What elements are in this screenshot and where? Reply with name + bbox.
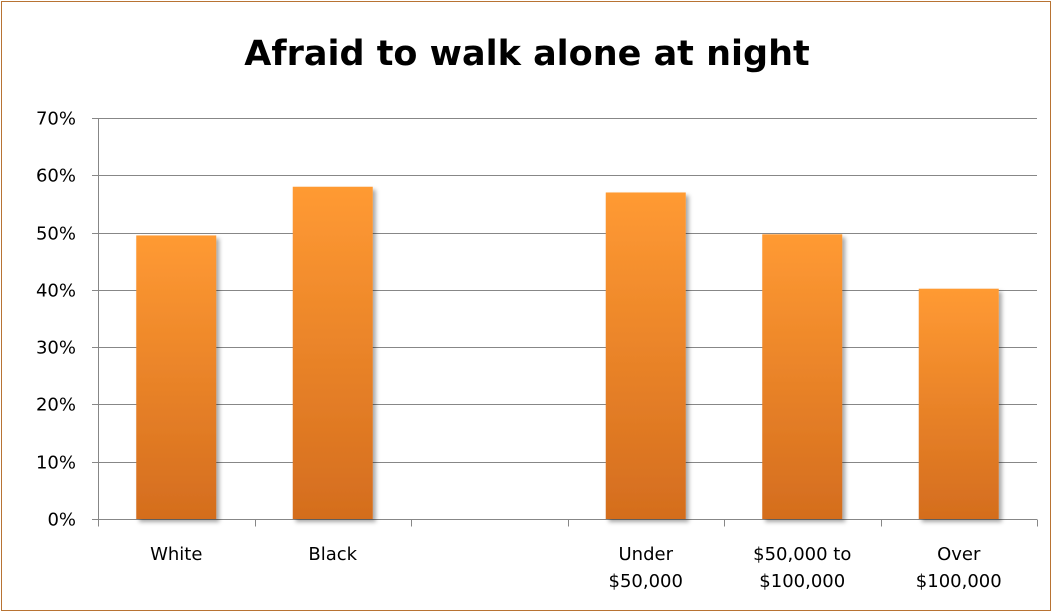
axes bbox=[92, 118, 1038, 527]
y-tick-label: 30% bbox=[36, 338, 76, 359]
x-tick-label: Over bbox=[937, 544, 981, 565]
bars bbox=[136, 186, 999, 520]
bar bbox=[136, 235, 217, 519]
y-tick-label: 0% bbox=[47, 510, 76, 531]
bar bbox=[605, 192, 686, 519]
y-tick-label: 40% bbox=[36, 281, 76, 302]
bar bbox=[292, 186, 373, 519]
bar bbox=[762, 234, 843, 520]
labels: 0% 10% 20% 30% 40% 50% 60% 70% White Black Under $5… bbox=[36, 109, 1002, 593]
x-tick-label: $100,000 bbox=[759, 571, 845, 592]
x-tick-label: White bbox=[150, 544, 202, 565]
x-tick-label: $50,000 bbox=[609, 571, 683, 592]
bar bbox=[918, 288, 999, 519]
x-tick-label: $50,000 to bbox=[753, 544, 851, 565]
y-tick-label: 20% bbox=[36, 395, 76, 416]
y-tick-label: 50% bbox=[36, 224, 76, 245]
y-tick-label: 70% bbox=[36, 109, 76, 130]
y-tick-label: 10% bbox=[36, 453, 76, 474]
chart-title: Afraid to walk alone at night bbox=[244, 34, 810, 74]
x-tick-label: Black bbox=[308, 544, 357, 565]
x-tick-label: Under bbox=[619, 544, 674, 565]
x-tick-label: $100,000 bbox=[916, 571, 1002, 592]
y-tick-label: 60% bbox=[36, 166, 76, 187]
gridlines bbox=[98, 118, 1037, 463]
